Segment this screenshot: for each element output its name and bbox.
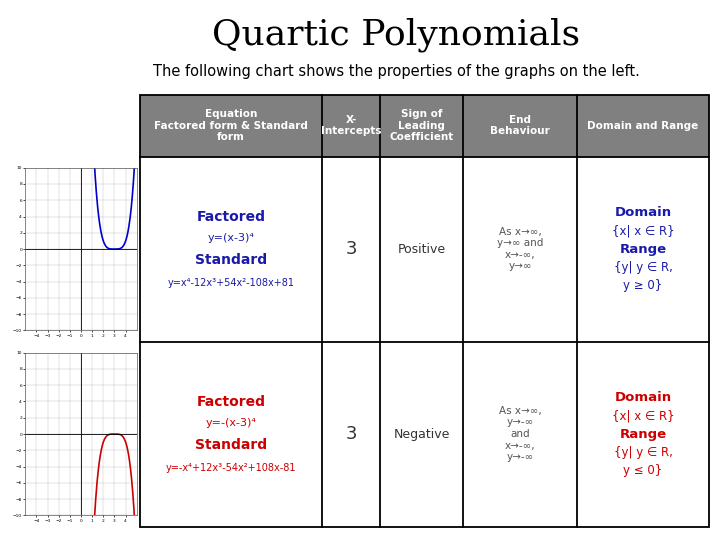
- Bar: [140, 94, 709, 157]
- Text: Quartic Polynomials: Quartic Polynomials: [212, 18, 580, 52]
- Text: End
Behaviour: End Behaviour: [490, 115, 550, 137]
- Bar: [140, 342, 709, 526]
- Text: Equation
Factored form & Standard
form: Equation Factored form & Standard form: [154, 109, 308, 142]
- Text: X-
Intercepts: X- Intercepts: [320, 115, 382, 137]
- Text: y=x⁴-12x³+54x²-108x+81: y=x⁴-12x³+54x²-108x+81: [168, 278, 294, 288]
- Text: {y| y ∈ R,: {y| y ∈ R,: [613, 261, 672, 274]
- Text: Range: Range: [619, 428, 667, 441]
- Text: Domain: Domain: [615, 391, 672, 404]
- Bar: [140, 94, 709, 526]
- Text: 3: 3: [346, 240, 356, 258]
- Text: y ≤ 0}: y ≤ 0}: [624, 464, 662, 477]
- Text: The following chart shows the properties of the graphs on the left.: The following chart shows the properties…: [153, 64, 639, 79]
- Text: Factored: Factored: [197, 210, 266, 224]
- Text: Range: Range: [619, 242, 667, 255]
- Text: Negative: Negative: [394, 428, 450, 441]
- Text: y=-x⁴+12x³-54x²+108x-81: y=-x⁴+12x³-54x²+108x-81: [166, 463, 297, 473]
- Text: Domain and Range: Domain and Range: [588, 120, 698, 131]
- Text: {x| x ∈ R}: {x| x ∈ R}: [612, 409, 675, 422]
- Text: Positive: Positive: [397, 242, 446, 255]
- Text: As x→∞,
y→∞ and
x→-∞,
y→∞: As x→∞, y→∞ and x→-∞, y→∞: [497, 227, 544, 272]
- Text: Standard: Standard: [195, 438, 267, 453]
- Text: {y| y ∈ R,: {y| y ∈ R,: [613, 446, 672, 459]
- Text: 3: 3: [346, 425, 356, 443]
- Bar: [140, 157, 709, 342]
- Text: Factored: Factored: [197, 395, 266, 409]
- Text: y=(x-3)⁴: y=(x-3)⁴: [207, 233, 255, 243]
- Text: y ≥ 0}: y ≥ 0}: [624, 279, 662, 292]
- Text: Standard: Standard: [195, 253, 267, 267]
- Text: Sign of
Leading
Coefficient: Sign of Leading Coefficient: [390, 109, 454, 142]
- Text: {x| x ∈ R}: {x| x ∈ R}: [612, 224, 675, 237]
- Text: As x→∞,
y→-∞
and
x→-∞,
y→-∞: As x→∞, y→-∞ and x→-∞, y→-∞: [499, 406, 541, 462]
- Text: Domain: Domain: [615, 206, 672, 219]
- Text: y=-(x-3)⁴: y=-(x-3)⁴: [206, 418, 256, 428]
